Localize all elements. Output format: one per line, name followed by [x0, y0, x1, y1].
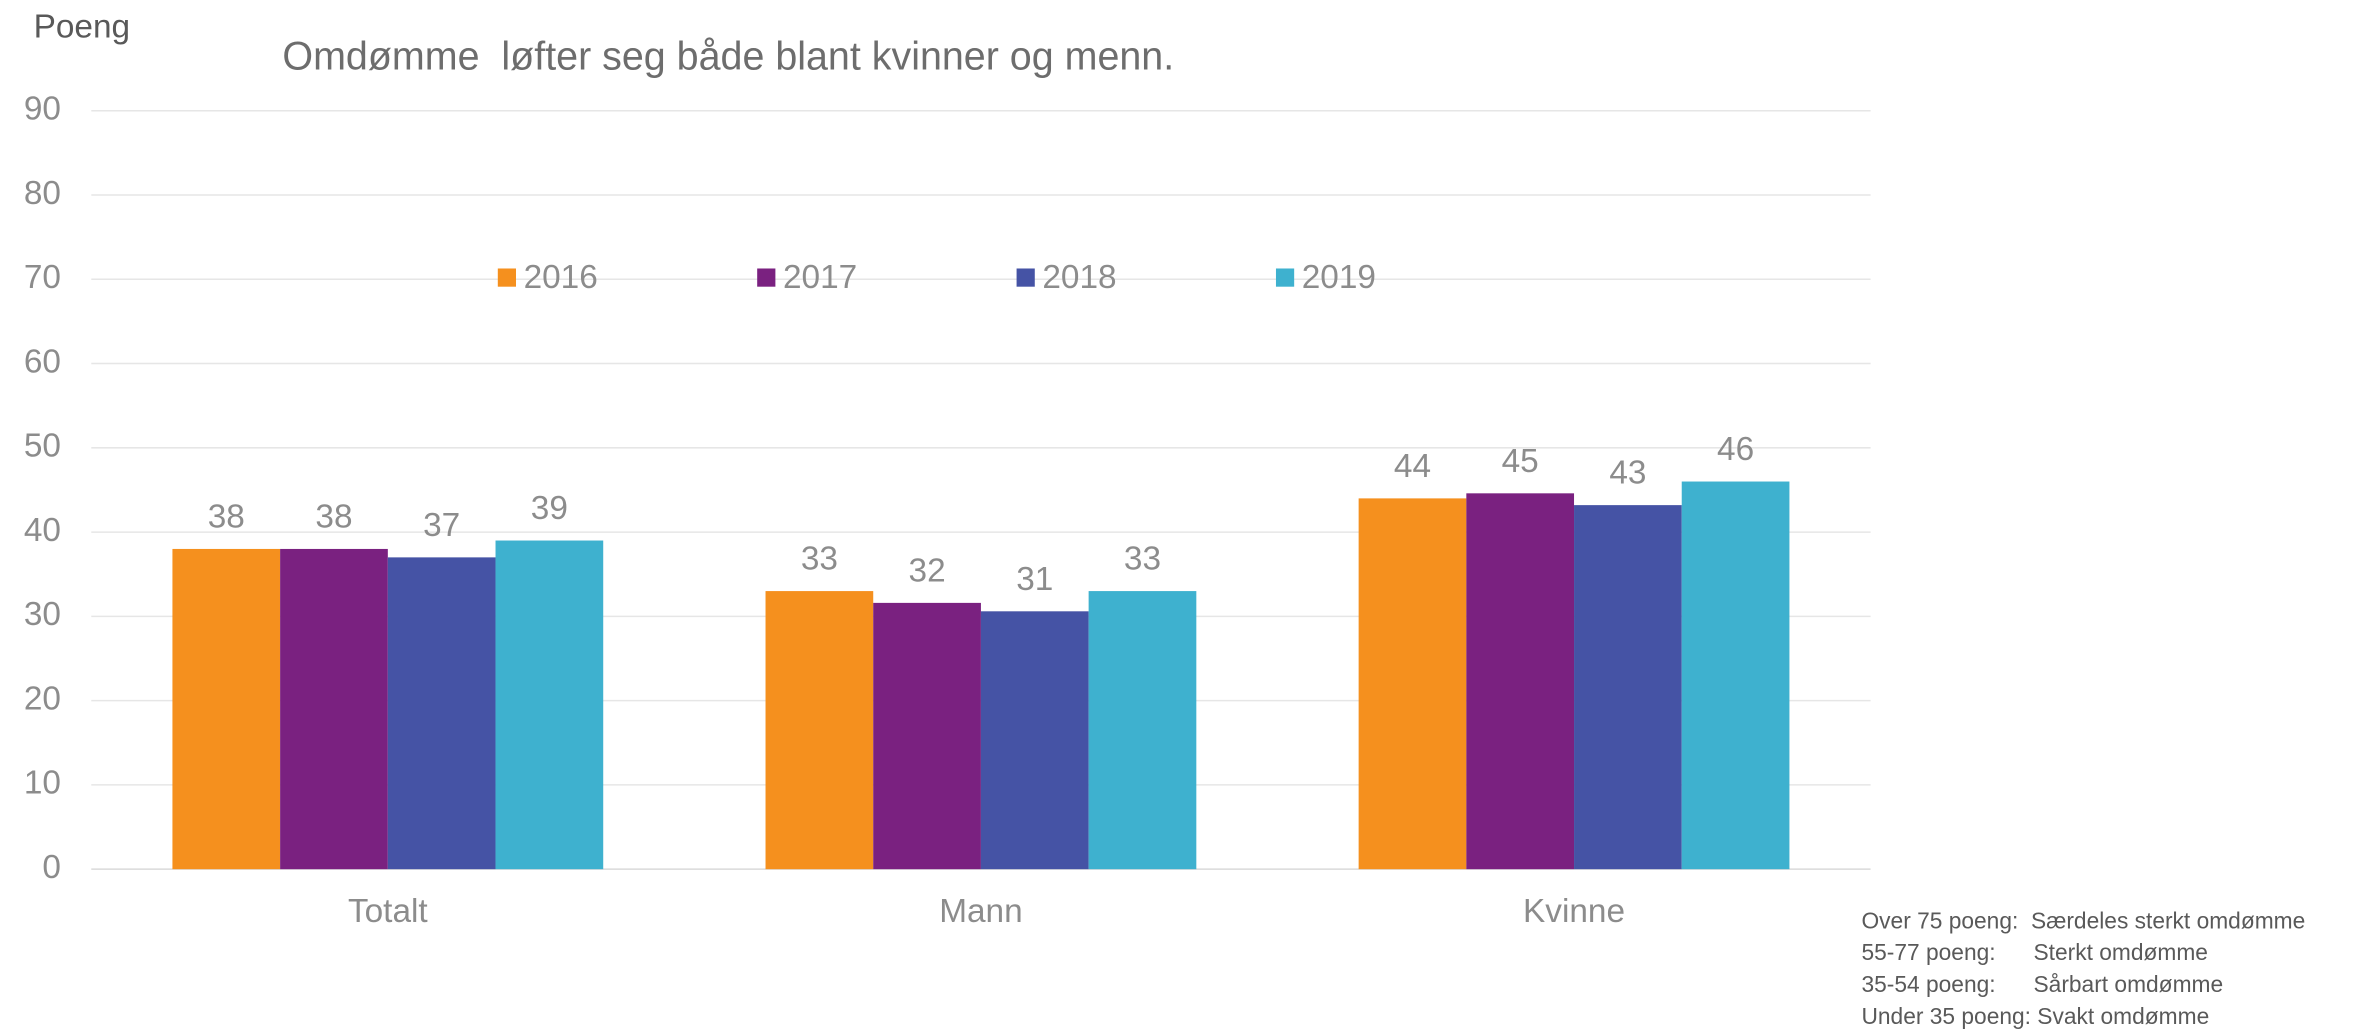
y-tick-label: 90 — [24, 91, 61, 128]
legend-label: 2018 — [1042, 259, 1116, 296]
y-tick-label: 20 — [24, 680, 61, 717]
legend-swatch — [757, 268, 776, 287]
data-label: 39 — [531, 490, 568, 527]
y-tick-label: 50 — [24, 428, 61, 465]
legend-swatch — [497, 268, 517, 287]
y-axis-label: Poeng — [34, 9, 130, 46]
y-tick-label: 40 — [24, 512, 61, 549]
data-label: 38 — [208, 498, 245, 535]
legend-swatch — [1275, 268, 1295, 287]
x-tick-label: Totalt — [348, 893, 428, 930]
x-tick-label: Mann — [939, 893, 1022, 930]
x-tick-label: Kvinne — [1523, 893, 1625, 930]
legend-swatch — [1016, 268, 1035, 287]
legend-label: 2019 — [1302, 259, 1376, 296]
bar — [495, 540, 604, 870]
data-label: 38 — [315, 498, 352, 535]
note: Over 75 poeng: Særdeles sterkt omdømme — [1861, 907, 2305, 933]
legend-label: 2016 — [524, 259, 598, 296]
bar — [1574, 505, 1682, 870]
data-label: 46 — [1717, 431, 1754, 468]
bar — [1466, 493, 1575, 870]
y-tick-label: 30 — [24, 596, 61, 633]
data-label: 33 — [801, 541, 838, 578]
y-tick-label: 60 — [24, 343, 61, 380]
bar — [1088, 591, 1197, 870]
bar — [172, 548, 281, 870]
chart-title: Omdømme løfter seg både blant kvinner og… — [282, 35, 1174, 79]
note: Under 35 poeng: Svakt omdømme — [1861, 1003, 2209, 1029]
note: 55-77 poeng: Sterkt omdømme — [1861, 939, 2207, 965]
data-label: 31 — [1016, 561, 1053, 598]
y-tick-label: 0 — [42, 849, 61, 886]
bar — [873, 602, 981, 870]
data-label: 44 — [1394, 448, 1431, 485]
legend-label: 2017 — [783, 259, 857, 296]
y-tick-label: 70 — [24, 259, 61, 296]
bar — [280, 548, 388, 870]
note: 35-54 poeng: Sårbart omdømme — [1861, 971, 2223, 997]
y-tick-label: 80 — [24, 175, 61, 212]
bar — [387, 557, 496, 870]
y-tick-label: 10 — [24, 765, 61, 802]
data-label: 43 — [1609, 455, 1646, 492]
data-label: 32 — [909, 552, 946, 589]
data-label: 37 — [423, 507, 460, 544]
bar — [765, 591, 874, 870]
data-label: 45 — [1502, 443, 1539, 480]
data-label: 33 — [1124, 541, 1161, 578]
bar — [1681, 481, 1790, 870]
bar — [980, 611, 1089, 870]
bar — [1358, 498, 1467, 870]
